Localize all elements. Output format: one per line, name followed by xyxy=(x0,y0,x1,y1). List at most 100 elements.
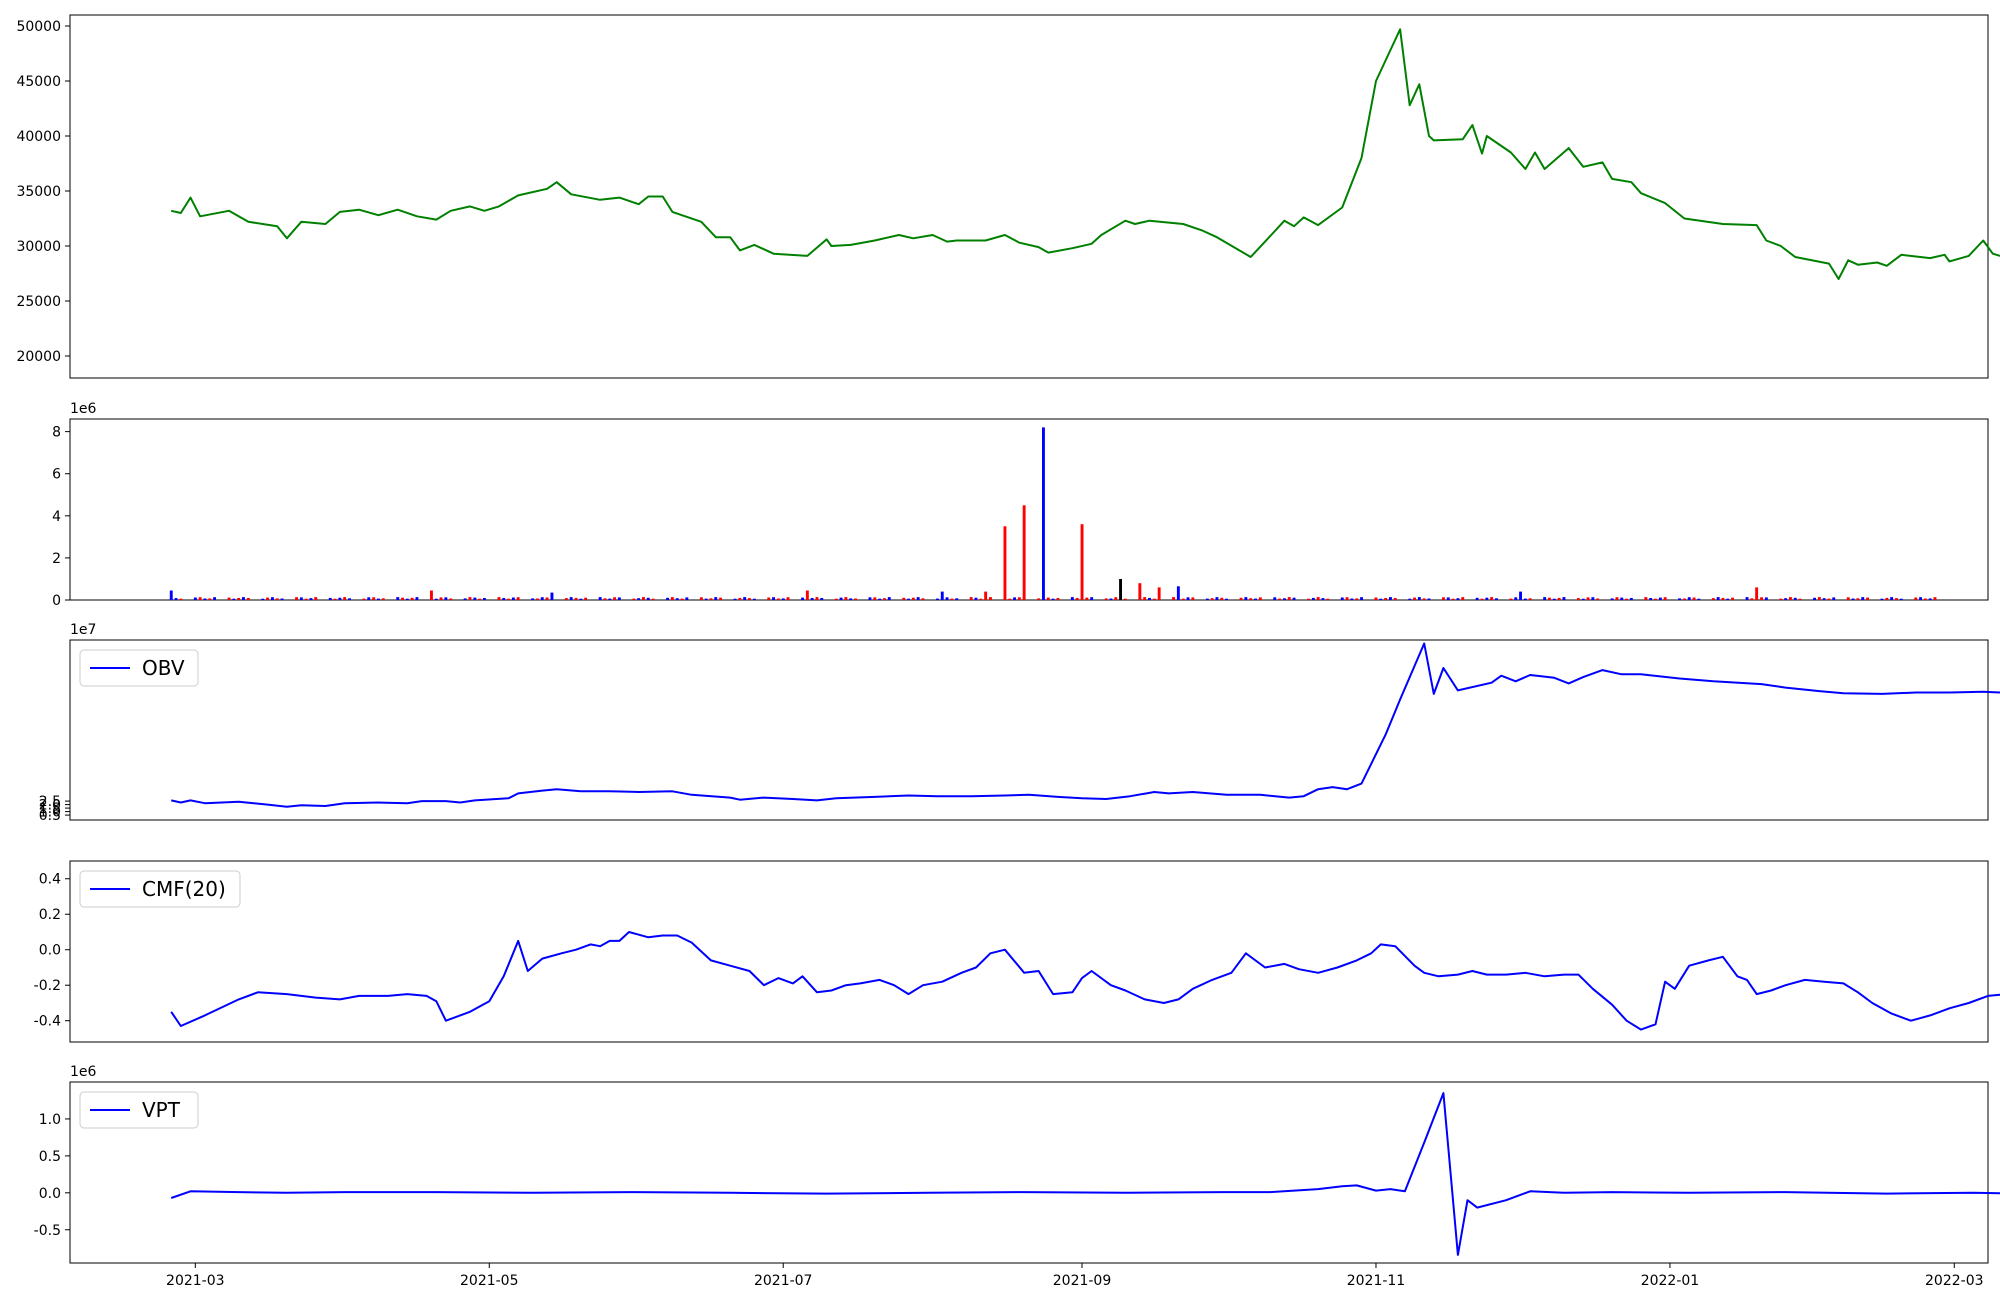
volume-bar xyxy=(1591,597,1595,600)
volume-bar xyxy=(666,597,669,600)
volume-bar xyxy=(680,598,684,600)
volume-bar xyxy=(1846,597,1850,600)
volume-ytick-label: 0 xyxy=(52,593,61,609)
volume-bar xyxy=(1273,597,1277,600)
volume-bar xyxy=(237,598,241,600)
volume-bar xyxy=(1384,598,1388,600)
volume-bar xyxy=(743,597,747,600)
volume-bar xyxy=(1697,598,1701,600)
volume-bar xyxy=(1523,598,1527,600)
chart-panels: 20000 25000 30000 35000 40000 45000 50000 0 2 4 6 8… xyxy=(16,14,2000,1264)
volume-bar xyxy=(1832,597,1836,600)
panel-cmf: -0.4 -0.2 0.0 0.2 0.4 CMF(20) xyxy=(34,860,2000,1043)
volume-bar xyxy=(1620,597,1624,600)
volume-bar xyxy=(1321,598,1325,600)
volume-bar xyxy=(232,598,236,600)
volume-bar xyxy=(1442,597,1445,600)
volume-bar xyxy=(1157,587,1161,600)
volume-bar xyxy=(921,598,925,600)
volume-bar xyxy=(1649,598,1653,600)
cmf-ytick-label: 0.4 xyxy=(39,872,61,888)
volume-bar xyxy=(1895,598,1898,600)
volume-bar xyxy=(1408,598,1412,600)
volume-bar xyxy=(820,598,824,600)
volume-bar xyxy=(1475,597,1479,600)
volume-bar xyxy=(839,597,843,600)
price-ytick-label: 50000 xyxy=(16,19,61,35)
obv-scale-label: 1e7 xyxy=(70,622,96,638)
volume-bar xyxy=(348,598,351,600)
volume-bar xyxy=(1793,597,1797,600)
volume-bar xyxy=(1258,597,1262,600)
volume-bar xyxy=(396,597,400,600)
volume-bar xyxy=(1249,598,1253,600)
volume-bar xyxy=(1152,598,1156,600)
volume-bar xyxy=(1480,598,1484,600)
volume-bar xyxy=(1148,597,1151,600)
volume-bar xyxy=(1658,597,1662,600)
volume-bar xyxy=(974,597,978,600)
volume-bar xyxy=(1789,597,1792,600)
volume-bar xyxy=(738,597,742,600)
volume-bar xyxy=(940,591,944,600)
volume-bar xyxy=(1692,597,1696,600)
volume-ytick-label: 6 xyxy=(52,467,61,483)
volume-bar xyxy=(1422,598,1426,600)
obv-series-line xyxy=(170,642,2000,808)
volume-bar xyxy=(401,597,404,600)
volume-bar xyxy=(174,598,178,600)
volume-bar xyxy=(439,597,443,600)
volume-bar xyxy=(507,598,510,600)
volume-bar xyxy=(1119,579,1122,600)
volume-bar xyxy=(377,598,380,600)
volume-bar xyxy=(844,597,848,600)
volume-bar xyxy=(1205,598,1209,600)
volume-bar xyxy=(805,590,809,600)
volume-bar xyxy=(1760,597,1763,600)
volume-bar xyxy=(574,597,578,600)
vpt-legend-box xyxy=(79,1091,199,1129)
volume-bar xyxy=(1109,598,1113,600)
volume-bar xyxy=(415,597,419,600)
price-ytick-label: 25000 xyxy=(16,294,61,310)
volume-bar xyxy=(1817,597,1821,600)
price-ytick-label: 35000 xyxy=(16,184,61,200)
volume-bar xyxy=(868,597,872,600)
volume-bar xyxy=(333,598,337,600)
cmf-series-line xyxy=(170,931,2000,1031)
obv-legend: OBV xyxy=(79,649,199,687)
volume-bar xyxy=(564,598,568,600)
volume-bar xyxy=(670,597,674,600)
volume-bar xyxy=(1046,597,1050,600)
volume-bar xyxy=(1779,598,1783,600)
volume-bar xyxy=(1514,597,1518,600)
volume-bar xyxy=(1562,597,1566,600)
volume-bar xyxy=(1417,597,1421,600)
x-tick-label: 2021-09 xyxy=(1053,1273,1112,1289)
volume-bar xyxy=(810,598,814,600)
volume-bar xyxy=(1220,597,1224,600)
panel-price: 20000 25000 30000 35000 40000 45000 50000 xyxy=(16,14,2000,379)
volume-bar xyxy=(1581,598,1585,600)
volume-bar xyxy=(873,597,877,600)
volume-bar xyxy=(584,597,588,600)
volume-bar xyxy=(203,598,207,600)
volume-bar xyxy=(969,597,973,600)
volume-bar xyxy=(834,598,838,600)
volume-bar xyxy=(1254,598,1257,600)
panel-obv: 0.51.01.52.02.5 1e7 OBV xyxy=(39,622,2000,824)
volume-bar xyxy=(208,598,212,600)
volume-bar xyxy=(271,597,274,600)
volume-bar xyxy=(1215,597,1219,600)
volume-bar xyxy=(1764,597,1768,600)
volume-bar xyxy=(1172,597,1175,600)
shared-x-axis: 2021-03 2021-05 2021-07 2021-09 2021-11 2022-… xyxy=(166,1263,1984,1289)
volume-bar xyxy=(801,597,804,600)
volume-bar xyxy=(598,597,602,600)
obv-ytick-label: 2.0 xyxy=(39,798,61,814)
volume-bar xyxy=(1446,597,1450,600)
volume-bar xyxy=(1239,597,1243,600)
volume-bar xyxy=(1576,598,1580,600)
vpt-scale-label: 1e6 xyxy=(70,1064,97,1080)
x-tick-label: 2021-11 xyxy=(1347,1273,1406,1289)
